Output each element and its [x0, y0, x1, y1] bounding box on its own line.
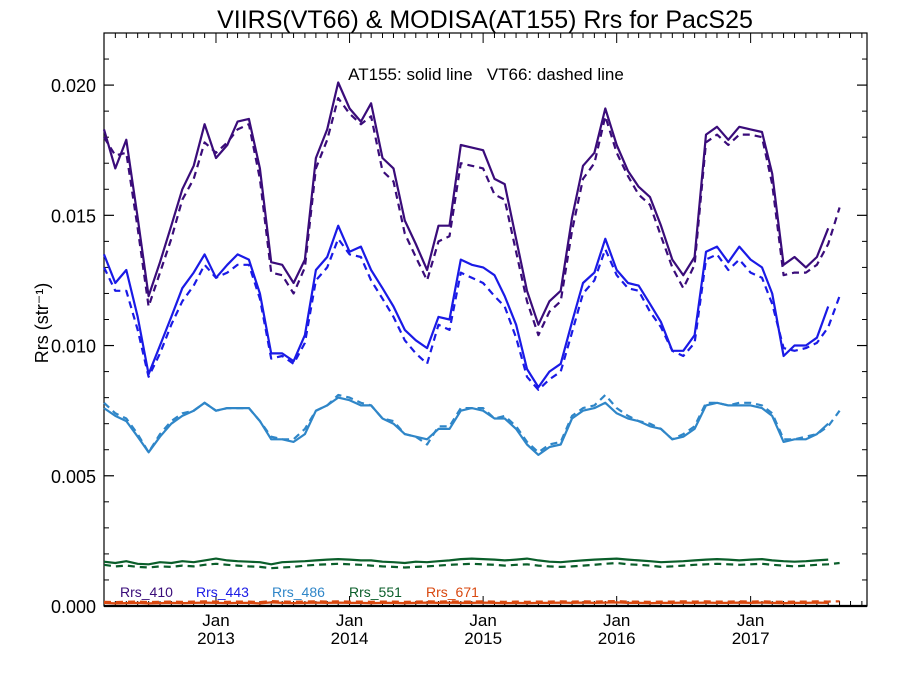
series-rrs-410 [102, 81, 841, 337]
series-rrs-486-vt66-dashed-line [103, 393, 841, 454]
x-tick-year-label: 2015 [464, 629, 502, 648]
x-tick-year-label: 2016 [598, 629, 636, 648]
series-rrs-551-vt66-dashed-line [103, 561, 840, 570]
y-axis-label: Rrs (str⁻¹) [32, 283, 52, 363]
legend-label: Rrs_486 [272, 584, 325, 600]
x-tick-year-label: 2014 [331, 629, 369, 648]
series-rrs-443-vt66-dashed-line [103, 237, 841, 391]
series-rrs-551-at155-solid-line [103, 557, 829, 566]
plot-frame [103, 32, 868, 607]
legend-label: Rrs_671 [426, 584, 479, 600]
y-tick-label: 0.020 [51, 76, 96, 96]
series-rrs-671-at155-solid-line [103, 601, 829, 605]
x-tick-year-label: 2013 [197, 629, 235, 648]
series-rrs-486 [103, 393, 841, 456]
series-rrs-671-vt66-dashed-line [103, 599, 840, 604]
series-rrs-443-at155-solid-line [102, 224, 830, 389]
x-tick-month-label: Jan [737, 611, 764, 630]
y-tick-label: 0.010 [51, 337, 96, 357]
series-rrs-410-at155-solid-line [102, 81, 830, 326]
legend-label: Rrs_551 [349, 584, 402, 600]
x-tick-year-label: 2017 [732, 629, 770, 648]
legend: Rrs_410 Rrs_443 Rrs_486 Rrs_551 Rrs_671 [120, 584, 479, 600]
series-rrs-671 [103, 599, 840, 605]
line-style-annotation: AT155: solid line VT66: dashed line [348, 65, 624, 84]
y-tick-label: 0.005 [51, 467, 96, 487]
series-rrs-443 [102, 224, 841, 391]
x-tick-month-label: Jan [202, 611, 229, 630]
legend-label: Rrs_443 [196, 584, 249, 600]
series-rrs-551 [103, 557, 840, 570]
x-tick-month-label: Jan [336, 611, 363, 630]
y-tick-label: 0.015 [51, 206, 96, 226]
series-layer [102, 81, 841, 605]
series-rrs-486-at155-solid-line [103, 396, 829, 456]
legend-label: Rrs_410 [120, 584, 173, 600]
chart-title: VIIRS(VT66) & MODISA(AT155) Rrs for PacS… [217, 6, 753, 34]
series-rrs-410-vt66-dashed-line [103, 96, 841, 337]
y-tick-label: 0.000 [51, 597, 96, 617]
x-tick-month-label: Jan [603, 611, 630, 630]
y-axis: 0.000 0.005 0.010 0.015 0.020 [51, 58, 867, 617]
x-tick-month-label: Jan [469, 611, 496, 630]
